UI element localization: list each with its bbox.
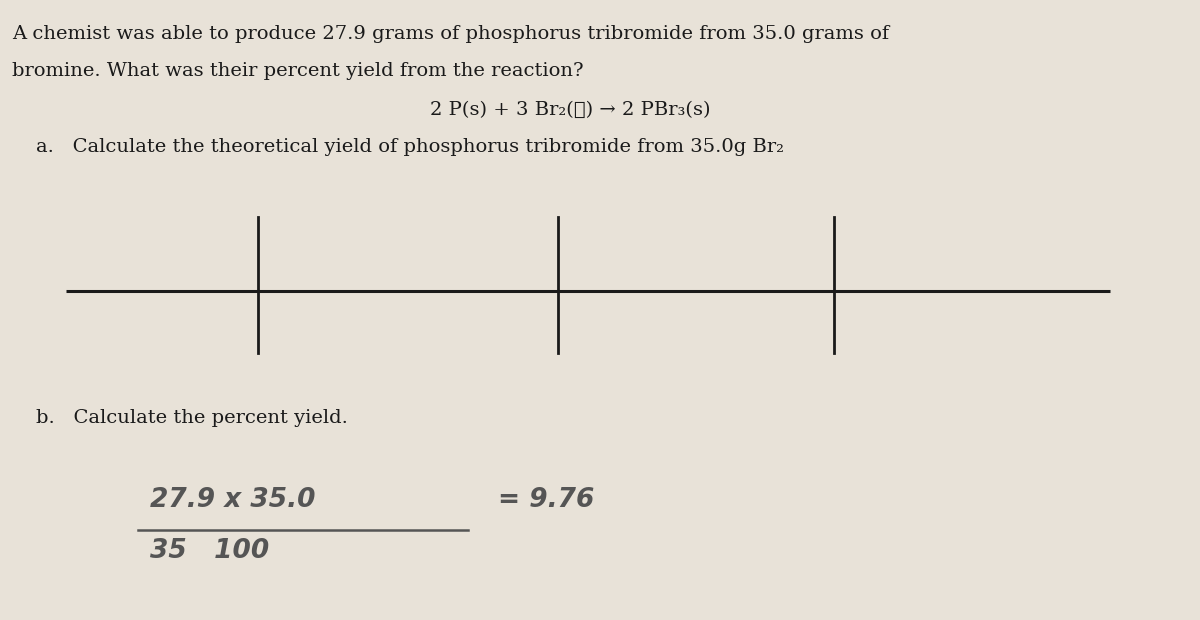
- Text: 27.9 x 35.0: 27.9 x 35.0: [150, 487, 316, 513]
- Text: 2 P(s) + 3 Br₂(ℓ) → 2 PBr₃(s): 2 P(s) + 3 Br₂(ℓ) → 2 PBr₃(s): [430, 100, 710, 118]
- Text: A chemist was able to produce 27.9 grams of phosphorus tribromide from 35.0 gram: A chemist was able to produce 27.9 grams…: [12, 25, 889, 43]
- Text: b.   Calculate the percent yield.: b. Calculate the percent yield.: [36, 409, 348, 427]
- Text: = 9.76: = 9.76: [498, 487, 594, 513]
- Text: bromine. What was their percent yield from the reaction?: bromine. What was their percent yield fr…: [12, 62, 583, 80]
- Text: a.   Calculate the theoretical yield of phosphorus tribromide from 35.0g Br₂: a. Calculate the theoretical yield of ph…: [36, 138, 784, 156]
- Text: 35   100: 35 100: [150, 538, 269, 564]
